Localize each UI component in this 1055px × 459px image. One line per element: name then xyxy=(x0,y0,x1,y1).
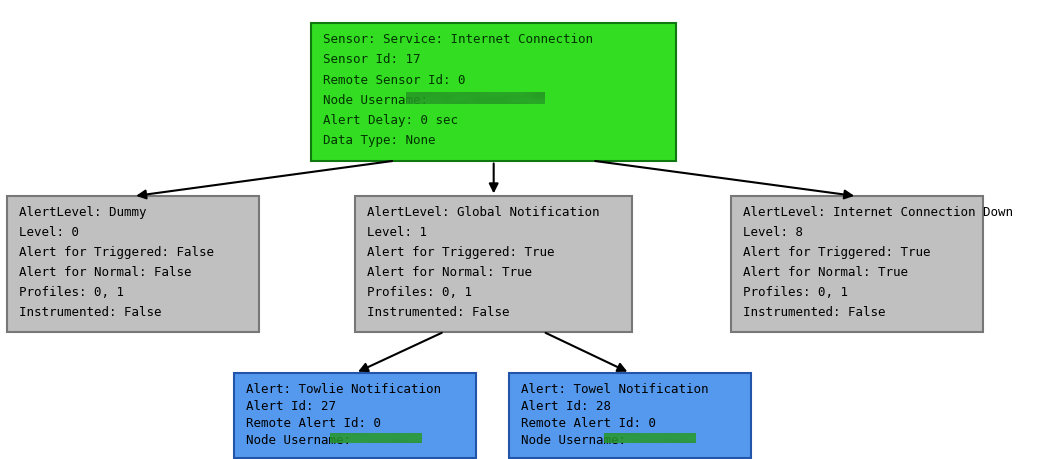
Text: Level: 8: Level: 8 xyxy=(743,226,803,239)
FancyBboxPatch shape xyxy=(311,23,676,161)
Text: Remote Sensor Id: 0: Remote Sensor Id: 0 xyxy=(323,73,465,87)
Text: Instrumented: False: Instrumented: False xyxy=(743,306,885,319)
Text: Alert: Towel Notification: Alert: Towel Notification xyxy=(521,383,708,396)
Text: Alert Delay: 0 sec: Alert Delay: 0 sec xyxy=(323,114,458,127)
Text: Node Username:: Node Username: xyxy=(521,434,640,447)
Text: Alert Id: 27: Alert Id: 27 xyxy=(247,400,337,413)
Text: Level: 1: Level: 1 xyxy=(367,226,427,239)
Text: AlertLevel: Global Notification: AlertLevel: Global Notification xyxy=(367,207,600,219)
Text: Instrumented: False: Instrumented: False xyxy=(19,306,161,319)
Text: Alert for Triggered: False: Alert for Triggered: False xyxy=(19,246,214,259)
Text: Instrumented: False: Instrumented: False xyxy=(367,306,510,319)
Text: AlertLevel: Internet Connection Down: AlertLevel: Internet Connection Down xyxy=(743,207,1013,219)
Text: Node Username:: Node Username: xyxy=(323,94,443,107)
Text: Alert: Towlie Notification: Alert: Towlie Notification xyxy=(247,383,441,396)
Text: Alert for Normal: True: Alert for Normal: True xyxy=(743,266,908,279)
Text: Sensor: Service: Internet Connection: Sensor: Service: Internet Connection xyxy=(323,33,593,46)
Text: Remote Alert Id: 0: Remote Alert Id: 0 xyxy=(247,417,381,430)
Text: Sensor Id: 17: Sensor Id: 17 xyxy=(323,53,420,67)
Text: Remote Alert Id: 0: Remote Alert Id: 0 xyxy=(521,417,656,430)
Text: Level: 0: Level: 0 xyxy=(19,226,79,239)
FancyBboxPatch shape xyxy=(731,196,983,331)
FancyBboxPatch shape xyxy=(7,196,260,331)
FancyBboxPatch shape xyxy=(356,196,632,331)
FancyBboxPatch shape xyxy=(509,373,751,458)
Text: Alert for Normal: False: Alert for Normal: False xyxy=(19,266,192,279)
Text: Alert for Normal: True: Alert for Normal: True xyxy=(367,266,533,279)
Text: Data Type: None: Data Type: None xyxy=(323,134,436,147)
Text: Profiles: 0, 1: Profiles: 0, 1 xyxy=(367,285,473,299)
Text: Alert for Triggered: True: Alert for Triggered: True xyxy=(367,246,555,259)
FancyBboxPatch shape xyxy=(234,373,477,458)
Text: AlertLevel: Dummy: AlertLevel: Dummy xyxy=(19,207,147,219)
Text: Alert for Triggered: True: Alert for Triggered: True xyxy=(743,246,931,259)
Text: Profiles: 0, 1: Profiles: 0, 1 xyxy=(19,285,124,299)
Text: Node Username:: Node Username: xyxy=(247,434,366,447)
Text: Profiles: 0, 1: Profiles: 0, 1 xyxy=(743,285,848,299)
Text: Alert Id: 28: Alert Id: 28 xyxy=(521,400,611,413)
